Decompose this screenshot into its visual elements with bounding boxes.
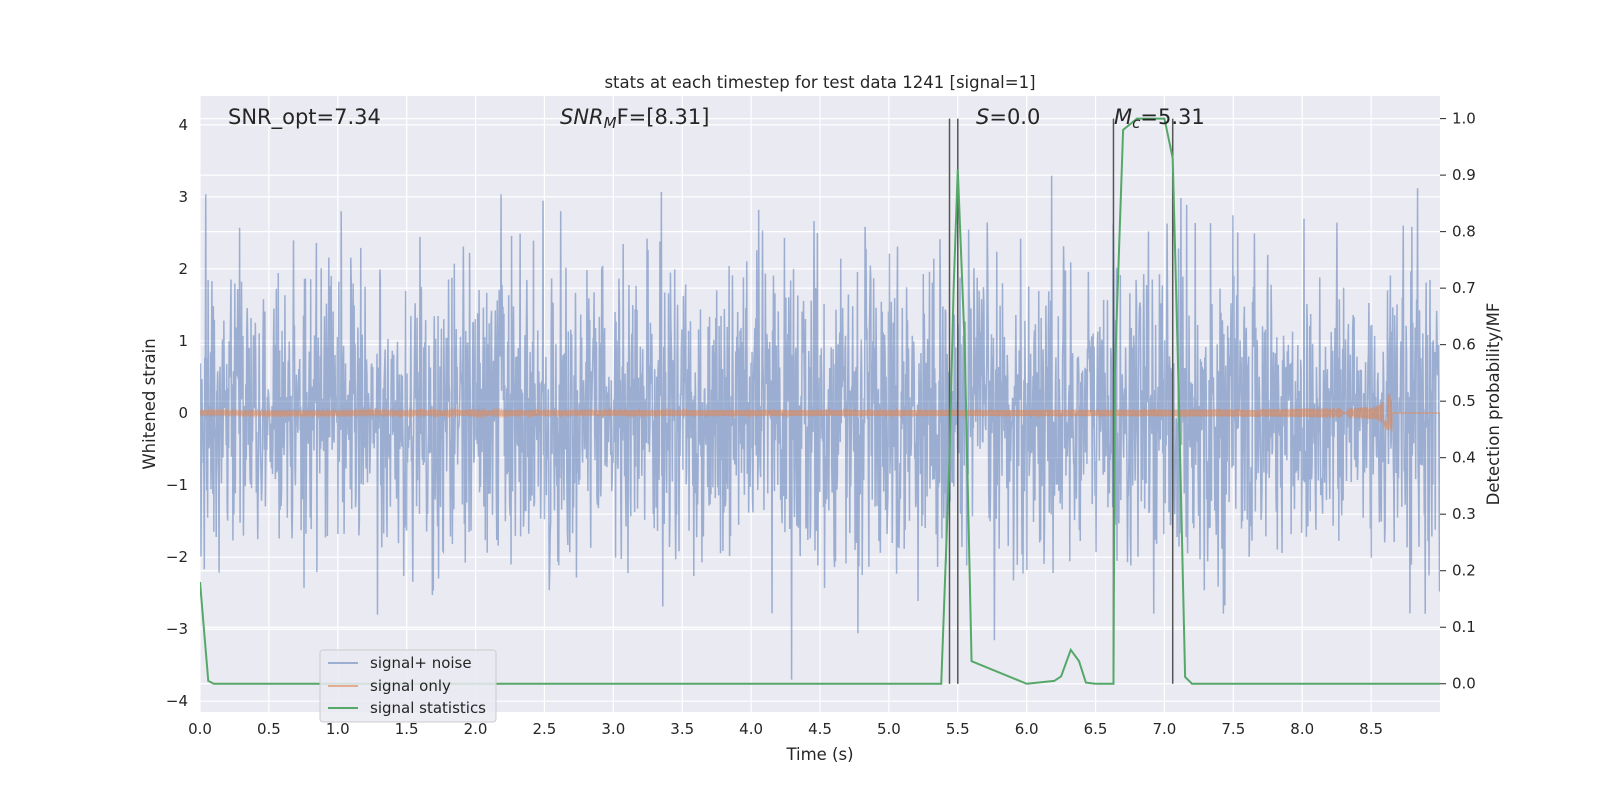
- y-tick-label: −2: [166, 548, 188, 566]
- annotation-mc-main: M: [1114, 105, 1132, 129]
- legend-label-signal-only: signal only: [370, 677, 451, 695]
- annotation-s: S=0.0: [976, 105, 1040, 129]
- x-tick-label: 0.5: [257, 720, 281, 738]
- legend-box: [319, 649, 497, 723]
- x-axis-label: Time (s): [785, 745, 853, 764]
- y-tick-label: −4: [166, 692, 188, 710]
- x-tick-label: 7.5: [1221, 720, 1245, 738]
- x-tick-labels: 0.0 0.5 1.0 1.5 2.0 2.5 3.0 3.5 4.0 4.5 5.0 5.5 6.0 6…: [188, 720, 1383, 738]
- y2-axis-label: Detection probability/MF: [1484, 303, 1503, 506]
- y-tick-label: −1: [166, 476, 188, 494]
- y-tick-label: 1: [178, 332, 188, 350]
- series-signal-only: [200, 393, 1440, 432]
- y-tick-labels: 4 3 2 1 0 −1 −2 −3 −4: [166, 116, 188, 710]
- x-tick-label: 0.0: [188, 720, 212, 738]
- y2-tick-labels: 1.0 0.9 0.8 0.7 0.6 0.5 0.4 0.3 0.2 0.1 0.0: [1440, 110, 1476, 693]
- x-tick-label: 1.0: [326, 720, 350, 738]
- y-axis-label: Whitened strain: [140, 338, 159, 469]
- y2-tick-label: 0.1: [1452, 618, 1476, 636]
- x-tick-label: 4.5: [808, 720, 832, 738]
- y2-tick-label: 0.4: [1452, 449, 1476, 467]
- annotation-s-main: S: [976, 105, 989, 129]
- y2-tick-label: 0.5: [1452, 392, 1476, 410]
- x-tick-label: 5.5: [946, 720, 970, 738]
- x-tick-label: 1.5: [395, 720, 419, 738]
- y2-tick-label: 0.8: [1452, 223, 1476, 241]
- x-tick-label: 8.5: [1359, 720, 1383, 738]
- x-tick-label: 4.0: [739, 720, 763, 738]
- y-tick-label: 3: [178, 188, 188, 206]
- y2-tick-label: 0.2: [1452, 562, 1476, 580]
- y2-tick-label: 0.0: [1452, 675, 1476, 693]
- y-tick-label: 4: [178, 116, 188, 134]
- x-tick-label: 6.5: [1084, 720, 1108, 738]
- y2-tick-label: 0.6: [1452, 336, 1476, 354]
- y2-tick-label: 0.9: [1452, 166, 1476, 184]
- annotation-mc-sub: c: [1132, 114, 1141, 132]
- annotation-s-rest: =0.0: [989, 105, 1040, 129]
- series-signal-statistics: [200, 117, 1440, 685]
- chart-title: stats at each timestep for test data 124…: [604, 73, 1035, 92]
- annotation-snr-opt: SNR_opt=7.34: [228, 105, 381, 130]
- y-tick-label: 0: [178, 404, 188, 422]
- y-tick-label: −3: [166, 620, 188, 638]
- x-tick-label: 2.5: [533, 720, 557, 738]
- annotation-snr-mf: SNRMF=[8.31]: [560, 105, 709, 132]
- x-tick-label: 3.5: [670, 720, 694, 738]
- annotation-mc: Mc=5.31: [1114, 105, 1205, 132]
- annotation-mc-rest: =5.31: [1140, 105, 1204, 129]
- annotation-snr-mf-rest: F=[8.31]: [617, 105, 710, 129]
- y2-tick-label: 0.3: [1452, 505, 1476, 523]
- x-tick-label: 6.0: [1015, 720, 1039, 738]
- x-tick-label: 2.0: [464, 720, 488, 738]
- y2-tick-label: 1.0: [1452, 110, 1476, 128]
- legend-label-signal-noise: signal+ noise: [370, 654, 472, 672]
- series-signal-noise: [200, 175, 1440, 680]
- legend-label-signal-statistics: signal statistics: [370, 699, 486, 717]
- y2-tick-label: 0.7: [1452, 279, 1476, 297]
- y-tick-label: 2: [178, 260, 188, 278]
- annotation-snr-mf-sub: M: [604, 114, 617, 132]
- x-tick-label: 8.0: [1290, 720, 1314, 738]
- x-tick-label: 5.0: [877, 720, 901, 738]
- annotation-snr-mf-main: SNR: [560, 105, 604, 129]
- x-tick-label: 3.0: [601, 720, 625, 738]
- legend: signal+ noise signal only signal statist…: [319, 649, 497, 723]
- x-tick-label: 7.0: [1153, 720, 1177, 738]
